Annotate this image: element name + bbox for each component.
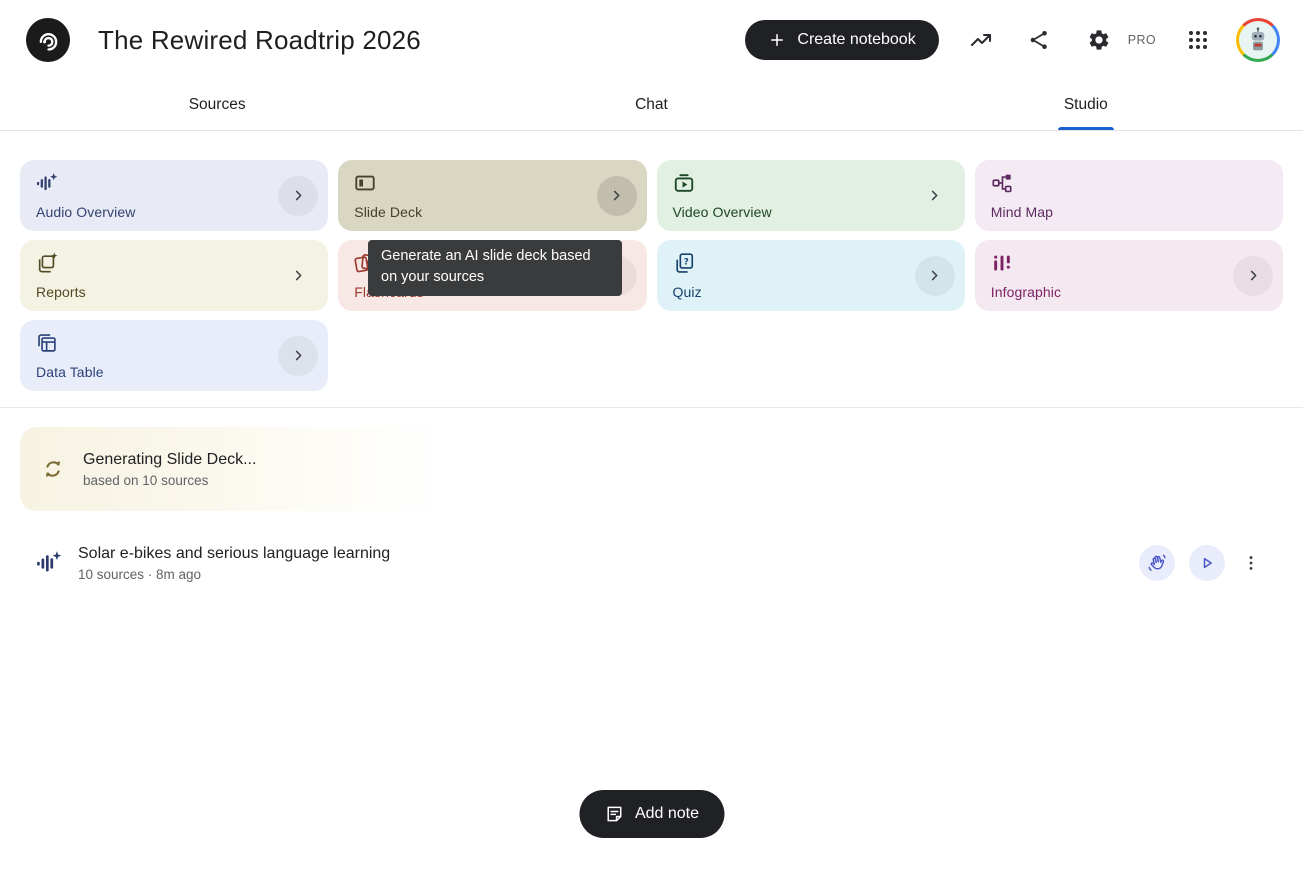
tool-card-label: Infographic — [990, 284, 1062, 300]
chevron-right-button[interactable] — [914, 255, 955, 296]
add-note-label: Add note — [634, 805, 700, 822]
artifact-title: Solar e-bikes and serious language learn… — [78, 544, 391, 562]
tab-chat[interactable]: Chat — [434, 80, 868, 130]
create-notebook-label: Create notebook — [797, 31, 916, 48]
create-notebook-button[interactable]: Create notebook — [745, 20, 939, 60]
chevron-right-icon — [1250, 270, 1256, 281]
audio-waveform-icon — [37, 551, 62, 572]
pro-badge: PRO — [1127, 33, 1156, 47]
play-icon — [1203, 557, 1212, 569]
slide-deck-tooltip: Generate an AI slide deck based on your … — [368, 240, 622, 296]
gear-icon[interactable] — [1087, 28, 1111, 52]
sync-arrows-icon — [46, 461, 60, 477]
chevron-right-icon — [932, 190, 938, 201]
tool-card-audio-overview[interactable]: Audio Overview — [20, 160, 329, 231]
chevron-right-icon — [295, 190, 302, 201]
tool-card-reports[interactable]: Reports — [20, 240, 329, 311]
tool-card-label: Quiz — [672, 284, 702, 300]
data-table-icon — [38, 334, 56, 352]
tool-card-slide-deck[interactable]: Slide Deck — [338, 160, 647, 231]
slide-deck-icon — [355, 175, 375, 191]
chevron-right-icon — [613, 190, 620, 201]
audio-waveform-icon — [36, 173, 58, 191]
tool-card-label: Slide Deck — [354, 204, 423, 220]
tab-sources-label: Sources — [188, 96, 246, 113]
account-avatar[interactable] — [1236, 18, 1280, 62]
tab-studio[interactable]: Studio — [869, 80, 1303, 130]
tool-card-label: Mind Map — [990, 204, 1054, 220]
active-tab-underline — [1057, 127, 1114, 130]
three-dot-menu-icon — [1249, 556, 1253, 570]
tab-sources[interactable]: Sources — [0, 80, 434, 130]
chevron-right-button[interactable] — [915, 176, 955, 216]
tool-card-mind-map[interactable]: Mind Map — [974, 160, 1283, 231]
notebooklm-swirl-icon — [39, 32, 57, 51]
quiz-icon: ? — [675, 253, 693, 273]
studio-tools-grid: Audio Overview Slide Deck Video Overview — [20, 160, 1283, 391]
artifact-actions — [1139, 545, 1263, 581]
tool-card-label: Audio Overview — [36, 204, 136, 220]
chevron-right-button[interactable] — [1233, 255, 1273, 296]
app-header: The Rewired Roadtrip 2026 Create noteboo… — [0, 0, 1303, 80]
tab-studio-label: Studio — [1063, 96, 1108, 113]
chevron-right-icon — [295, 270, 302, 281]
chevron-right-button[interactable] — [278, 256, 318, 296]
notebooklm-logo[interactable] — [26, 18, 70, 62]
notebook-title[interactable]: The Rewired Roadtrip 2026 — [98, 24, 421, 55]
tool-card-label: Video Overview — [672, 204, 772, 220]
tool-card-video-overview[interactable]: Video Overview — [656, 160, 965, 231]
generating-subtitle: based on 10 sources — [83, 472, 209, 488]
chevron-right-button[interactable] — [278, 335, 319, 376]
tool-card-label: Data Table — [36, 364, 104, 380]
apps-grid-icon[interactable] — [1186, 28, 1210, 52]
waving-hand-icon — [1148, 554, 1166, 571]
tab-chat-label: Chat — [635, 96, 668, 113]
chevron-right-button[interactable] — [596, 175, 637, 216]
infographic-icon — [993, 255, 1010, 271]
add-note-button[interactable]: Add note — [578, 790, 725, 838]
interactive-mode-button[interactable] — [1139, 545, 1175, 581]
tool-card-quiz[interactable]: ? Quiz — [656, 240, 965, 311]
video-overview-icon — [674, 174, 693, 192]
generating-title: Generating Slide Deck... — [83, 450, 257, 468]
generating-text: Generating Slide Deck... based on 10 sou… — [83, 451, 256, 488]
chevron-right-icon — [932, 270, 938, 281]
chevron-right-icon — [295, 350, 302, 361]
artifact-more-menu-button[interactable] — [1239, 545, 1263, 581]
share-icon[interactable] — [1027, 28, 1051, 52]
svg-text:?: ? — [683, 257, 688, 267]
tool-card-infographic[interactable]: Infographic — [974, 240, 1283, 311]
mind-map-icon — [992, 174, 1012, 193]
reports-icon — [38, 252, 58, 273]
trending-up-icon[interactable] — [969, 28, 993, 52]
panel-tabbar: Sources Chat Studio — [0, 80, 1303, 131]
chevron-right-button[interactable] — [278, 175, 319, 216]
note-icon — [606, 806, 621, 822]
artifact-meta: 10 sources · 8m ago — [78, 566, 202, 582]
tool-card-label: Reports — [36, 284, 86, 300]
section-divider — [0, 407, 1303, 408]
plus-icon — [771, 34, 784, 46]
avatar-robot-image — [1239, 21, 1277, 59]
audio-artifact-row[interactable]: Solar e-bikes and serious language learn… — [0, 532, 1303, 594]
tool-card-data-table[interactable]: Data Table — [20, 320, 329, 391]
generating-slide-deck-row[interactable]: Generating Slide Deck... based on 10 sou… — [20, 427, 1283, 511]
artifact-text: Solar e-bikes and serious language learn… — [78, 545, 1139, 582]
play-audio-button[interactable] — [1189, 545, 1225, 581]
